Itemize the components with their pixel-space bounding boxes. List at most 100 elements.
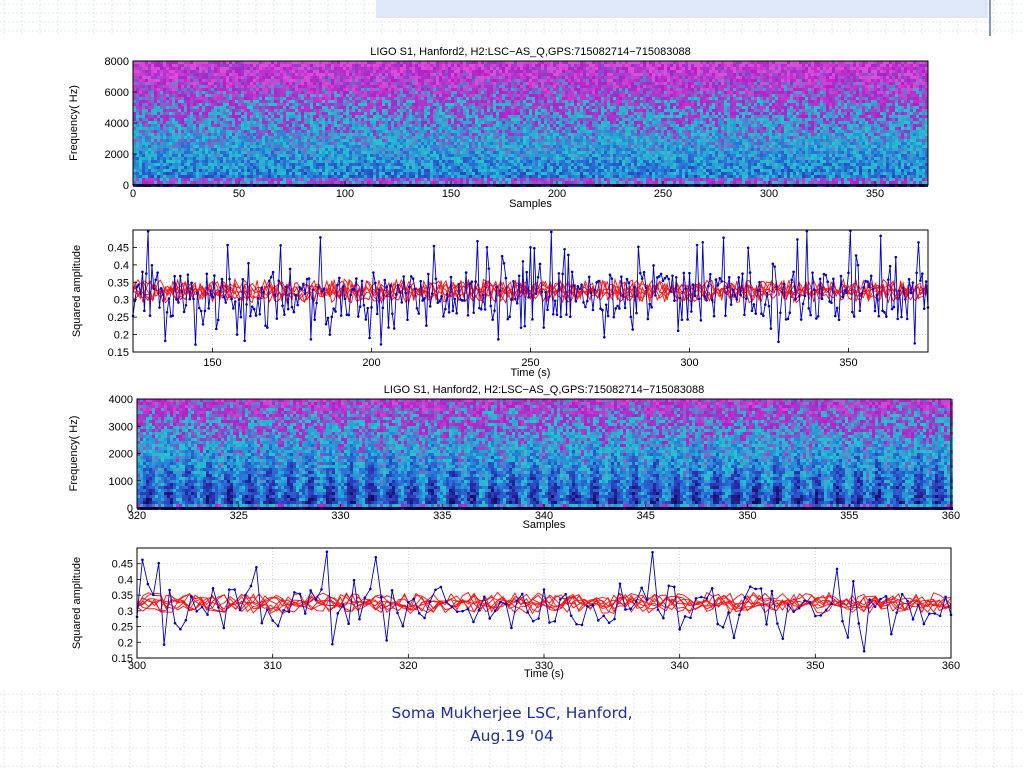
spectrogram-cell — [379, 112, 382, 115]
spectrogram-cell — [139, 157, 142, 160]
spectrogram-cell — [235, 175, 238, 178]
spectrogram-cell — [322, 169, 325, 172]
spectrogram-cell — [238, 82, 241, 85]
spectrogram-cell — [226, 163, 229, 166]
spectrogram-cell — [145, 88, 148, 91]
spectrogram-cell — [475, 106, 478, 109]
spectrogram-cell — [358, 103, 361, 106]
spectrogram-cell — [355, 151, 358, 154]
spectrogram-cell — [193, 97, 196, 100]
spectrogram-cell — [166, 121, 169, 124]
spectrogram-cell — [199, 175, 202, 178]
spectrogram-cell — [295, 70, 298, 73]
spectrogram-cell — [400, 103, 403, 106]
spectrogram-cell — [157, 136, 160, 139]
spectrogram-cell — [223, 178, 226, 181]
spectrogram-cell — [439, 88, 442, 91]
spectrogram-cell — [373, 145, 376, 148]
spectrogram-cell — [373, 64, 376, 67]
spectrogram-cell — [199, 88, 202, 91]
spectrogram-cell — [340, 118, 343, 121]
spectrogram-cell — [235, 178, 238, 181]
spectrogram-cell — [253, 148, 256, 151]
spectrogram-cell — [205, 91, 208, 94]
spectrogram-cell — [226, 148, 229, 151]
spectrogram-cell — [190, 79, 193, 82]
spectrogram-cell — [397, 91, 400, 94]
spectrogram-cell — [253, 91, 256, 94]
spectrogram-cell — [148, 169, 151, 172]
spectrogram-cell — [322, 175, 325, 178]
spectrogram-cell — [286, 127, 289, 130]
spectrogram-cell — [421, 151, 424, 154]
spectrogram-cell — [136, 76, 139, 79]
spectrogram-cell — [304, 124, 307, 127]
spectrogram-cell — [295, 163, 298, 166]
spectrogram-cell — [187, 106, 190, 109]
spectrogram-cell — [328, 115, 331, 118]
spectrogram-cell — [175, 70, 178, 73]
spectrogram-cell — [484, 178, 487, 181]
spectrogram-cell — [436, 64, 439, 67]
spectrogram-cell — [427, 172, 430, 175]
spectrogram-cell — [193, 118, 196, 121]
spectrogram-cell — [250, 148, 253, 151]
spectrogram-cell — [367, 166, 370, 169]
spectrogram-cell — [370, 67, 373, 70]
spectrogram-cell — [211, 112, 214, 115]
spectrogram-cell — [169, 139, 172, 142]
spectrogram-cell — [193, 64, 196, 67]
spectrogram-cell — [487, 73, 490, 76]
spectrogram-cell — [241, 70, 244, 73]
spectrogram-cell — [253, 175, 256, 178]
spectrogram-cell — [451, 79, 454, 82]
spectrogram-cell — [163, 115, 166, 118]
spectrogram-cell — [184, 160, 187, 163]
spectrogram-cell — [487, 64, 490, 67]
spectrogram-cell — [154, 73, 157, 76]
spectrogram-cell — [472, 79, 475, 82]
spectrogram-cell — [211, 178, 214, 181]
spectrogram-cell — [268, 76, 271, 79]
spectrogram-cell — [187, 88, 190, 91]
spectrogram-cell — [319, 97, 322, 100]
spectrogram-cell — [361, 64, 364, 67]
spectrogram-cell — [214, 151, 217, 154]
spectrogram-cell — [433, 133, 436, 136]
spectrogram-cell — [484, 121, 487, 124]
spectrogram-cell — [226, 136, 229, 139]
spectrogram-cell — [289, 103, 292, 106]
spectrogram-cell — [352, 136, 355, 139]
spectrogram-cell — [310, 109, 313, 112]
spectrogram-cell — [400, 127, 403, 130]
spectrogram-cell — [466, 154, 469, 157]
spectrogram-cell — [229, 133, 232, 136]
spectrogram-cell — [223, 112, 226, 115]
spectrogram-cell — [229, 100, 232, 103]
spectrogram-cell — [187, 70, 190, 73]
spectrogram-cell — [472, 85, 475, 88]
spectrogram-cell — [352, 112, 355, 115]
spectrogram-cell — [211, 157, 214, 160]
spectrogram-cell — [241, 181, 244, 184]
spectrogram-cell — [346, 88, 349, 91]
spectrogram-cell — [229, 103, 232, 106]
spectrogram-cell — [211, 151, 214, 154]
spectrogram-cell — [364, 139, 367, 142]
spectrogram-cell — [289, 145, 292, 148]
spectrogram-cell — [262, 94, 265, 97]
spectrogram-cell — [445, 88, 448, 91]
spectrogram-cell — [445, 85, 448, 88]
spectrogram-cell — [463, 115, 466, 118]
spectrogram-cell — [463, 181, 466, 184]
spectrogram-cell — [199, 64, 202, 67]
spectrogram-cell — [220, 76, 223, 79]
spectrogram-cell — [286, 103, 289, 106]
spectrogram-cell — [385, 88, 388, 91]
spectrogram-cell — [241, 175, 244, 178]
spectrogram-cell — [256, 133, 259, 136]
spectrogram-cell — [325, 85, 328, 88]
spectrogram-cell — [442, 115, 445, 118]
spectrogram-cell — [205, 133, 208, 136]
spectrogram-cell — [352, 109, 355, 112]
